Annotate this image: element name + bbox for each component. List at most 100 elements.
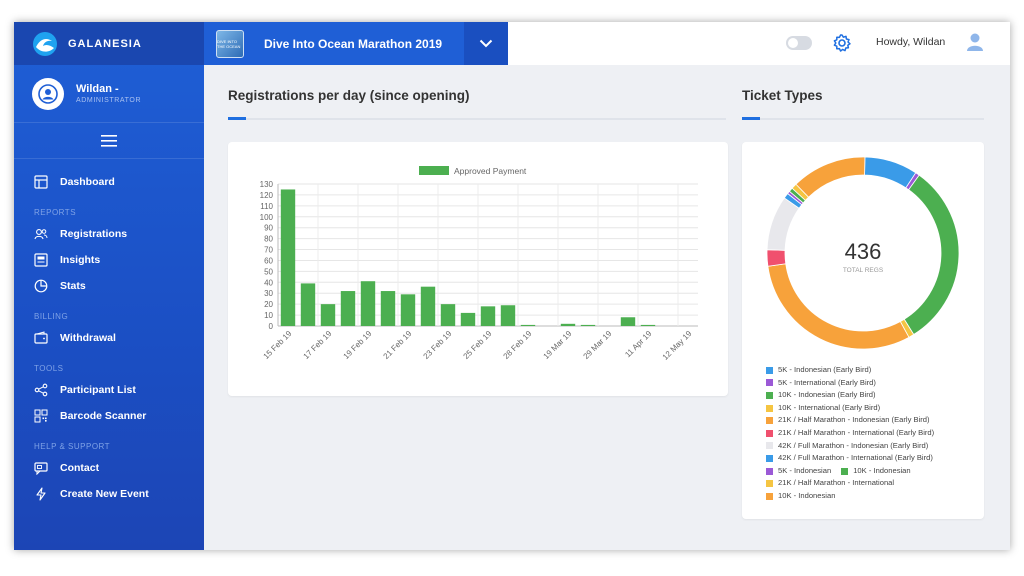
y-tick-label: 110 (260, 202, 273, 211)
brand[interactable]: GALANESIA (14, 22, 204, 65)
event-thumbnail: DIVE INTO THE OCEAN (216, 29, 244, 58)
insights-icon (34, 253, 48, 267)
donut-center-value: 436 (845, 239, 882, 264)
legend-row: 21K / Half Marathon - International (Ear… (766, 427, 944, 440)
y-tick-label: 130 (260, 180, 274, 189)
avatar (32, 77, 64, 110)
ticket-types-title-accent (742, 117, 760, 120)
legend-label: 10K - Indonesian (778, 490, 836, 500)
legend-item[interactable]: 5K - Indonesian (Early Bird) (766, 364, 871, 377)
nav-section-tools: TOOLS (34, 364, 64, 373)
legend-row: 21K / Half Marathon - Indonesian (Early … (766, 414, 944, 427)
sidebar-item-barcode-scanner[interactable]: Barcode Scanner (14, 403, 204, 429)
legend-item[interactable]: 42K / Full Marathon - International (Ear… (766, 452, 933, 465)
sidebar-item-registrations[interactable]: Registrations (14, 221, 204, 247)
user-avatar-icon (38, 83, 58, 104)
qr-code-icon (34, 409, 48, 423)
event-title: Dive Into Ocean Marathon 2019 (264, 36, 443, 51)
bar (320, 304, 336, 326)
legend-item[interactable]: 10K - Indonesian (841, 465, 911, 478)
registrations-title: Registrations per day (since opening) (228, 88, 470, 103)
donut-slice (767, 263, 910, 350)
sidebar-item-contact[interactable]: Contact (14, 455, 204, 481)
nav-section-help: HELP & SUPPORT (34, 442, 111, 451)
x-tick-label: 29 Mar 19 (582, 329, 614, 361)
event-selector[interactable]: DIVE INTO THE OCEAN Dive Into Ocean Mara… (204, 22, 508, 65)
legend-label: 5K - Indonesian (Early Bird) (778, 365, 872, 374)
legend-label: Approved Payment (454, 166, 527, 176)
registrations-title-accent (228, 117, 246, 120)
sidebar-item-label: Withdrawal (60, 332, 116, 344)
sidebar-item-dashboard[interactable]: Dashboard (14, 169, 204, 195)
event-dropdown-button[interactable] (464, 22, 508, 65)
legend-item[interactable]: 10K - International (Early Bird) (766, 402, 880, 415)
chevron-down-icon (479, 39, 493, 48)
donut-slice (795, 156, 866, 198)
legend-item[interactable]: 21K / Half Marathon - International (766, 477, 894, 490)
legend-item[interactable]: 21K / Half Marathon - Indonesian (Early … (766, 414, 930, 427)
legend-swatch (766, 467, 773, 475)
gear-icon[interactable] (832, 33, 852, 53)
sidebar-item-label: Dashboard (60, 176, 115, 188)
wallet-icon (34, 331, 48, 344)
y-tick-label: 100 (260, 213, 274, 222)
legend-item[interactable]: 10K - Indonesian (766, 490, 835, 503)
legend-item[interactable]: 10K - Indonesian (Early Bird) (766, 389, 876, 402)
sidebar-item-label: Contact (60, 462, 100, 474)
x-tick-label: 15 Feb 19 (262, 329, 294, 361)
sidebar-item-create-event[interactable]: Create New Event (14, 481, 204, 507)
legend-swatch (766, 391, 773, 399)
bar (500, 305, 516, 326)
legend-item[interactable]: 5K - Indonesian (766, 465, 831, 478)
lightning-icon (36, 487, 46, 501)
pie-chart-icon (34, 279, 48, 293)
sidebar-item-withdrawal[interactable]: Withdrawal (14, 325, 204, 351)
legend-row: 21K / Half Marathon - International (766, 477, 944, 490)
bar (620, 317, 636, 326)
user-icon[interactable] (966, 32, 984, 52)
nav-section-billing: BILLING (34, 312, 69, 321)
greeting-text: Howdy, Wildan (876, 36, 946, 48)
donut-slice (903, 174, 960, 336)
share-icon (34, 383, 48, 397)
event-thumb-text: DIVE INTO THE OCEAN (217, 38, 241, 49)
legend-item[interactable]: 42K / Full Marathon - Indonesian (Early … (766, 440, 928, 453)
theme-toggle[interactable] (786, 36, 812, 50)
bar (300, 283, 316, 326)
sidebar-item-label: Registrations (60, 228, 128, 240)
legend-row: 10K - International (Early Bird) (766, 402, 944, 415)
sidebar-item-participant-list[interactable]: Participant List (14, 377, 204, 403)
sidebar-nav: Dashboard REPORTS Registrations Insights… (14, 159, 204, 507)
legend-label: 10K - Indonesian (Early Bird) (778, 390, 876, 400)
ticket-types-legend: 5K - Indonesian (Early Bird) 5K - Interna… (766, 364, 944, 503)
legend-item[interactable]: 21K / Half Marathon - International (Ear… (766, 427, 934, 440)
app-window: GALANESIA Wildan - ADMINISTRATOR (14, 22, 1010, 550)
sidebar-item-stats[interactable]: Stats (14, 273, 204, 299)
x-tick-label: 23 Feb 19 (422, 329, 454, 361)
bar (640, 324, 656, 326)
legend-swatch (841, 467, 849, 475)
legend-item[interactable]: 5K - International (Early Bird) (766, 377, 876, 390)
menu-toggle-button[interactable] (14, 123, 204, 159)
legend-row: 5K - Indonesian (Early Bird) (766, 364, 944, 377)
bar (360, 281, 376, 326)
ticket-types-title-underline (742, 118, 984, 120)
legend-swatch (419, 166, 449, 175)
nav-section-reports: REPORTS (34, 208, 77, 217)
sidebar-item-label: Stats (60, 280, 86, 292)
y-tick-label: 90 (264, 224, 273, 233)
y-tick-label: 30 (264, 289, 273, 298)
x-tick-label: 28 Feb 19 (502, 329, 534, 361)
legend-label: 21K / Half Marathon - International (778, 478, 895, 488)
x-tick-label: 19 Feb 19 (342, 329, 374, 361)
sidebar-item-insights[interactable]: Insights (14, 247, 204, 273)
registrations-title-underline (228, 118, 726, 120)
wave-logo-icon (33, 31, 57, 56)
sidebar-item-label: Participant List (60, 384, 136, 396)
legend-swatch (766, 492, 773, 500)
user-profile[interactable]: Wildan - ADMINISTRATOR (14, 65, 204, 123)
chat-icon (34, 462, 48, 475)
x-tick-label: 12 May 19 (661, 329, 694, 362)
brand-name: GALANESIA (68, 37, 142, 50)
registrations-chart-card: Approved Payment 0 10 20 30 40 50 60 70 80 90 100 11… (228, 142, 728, 396)
